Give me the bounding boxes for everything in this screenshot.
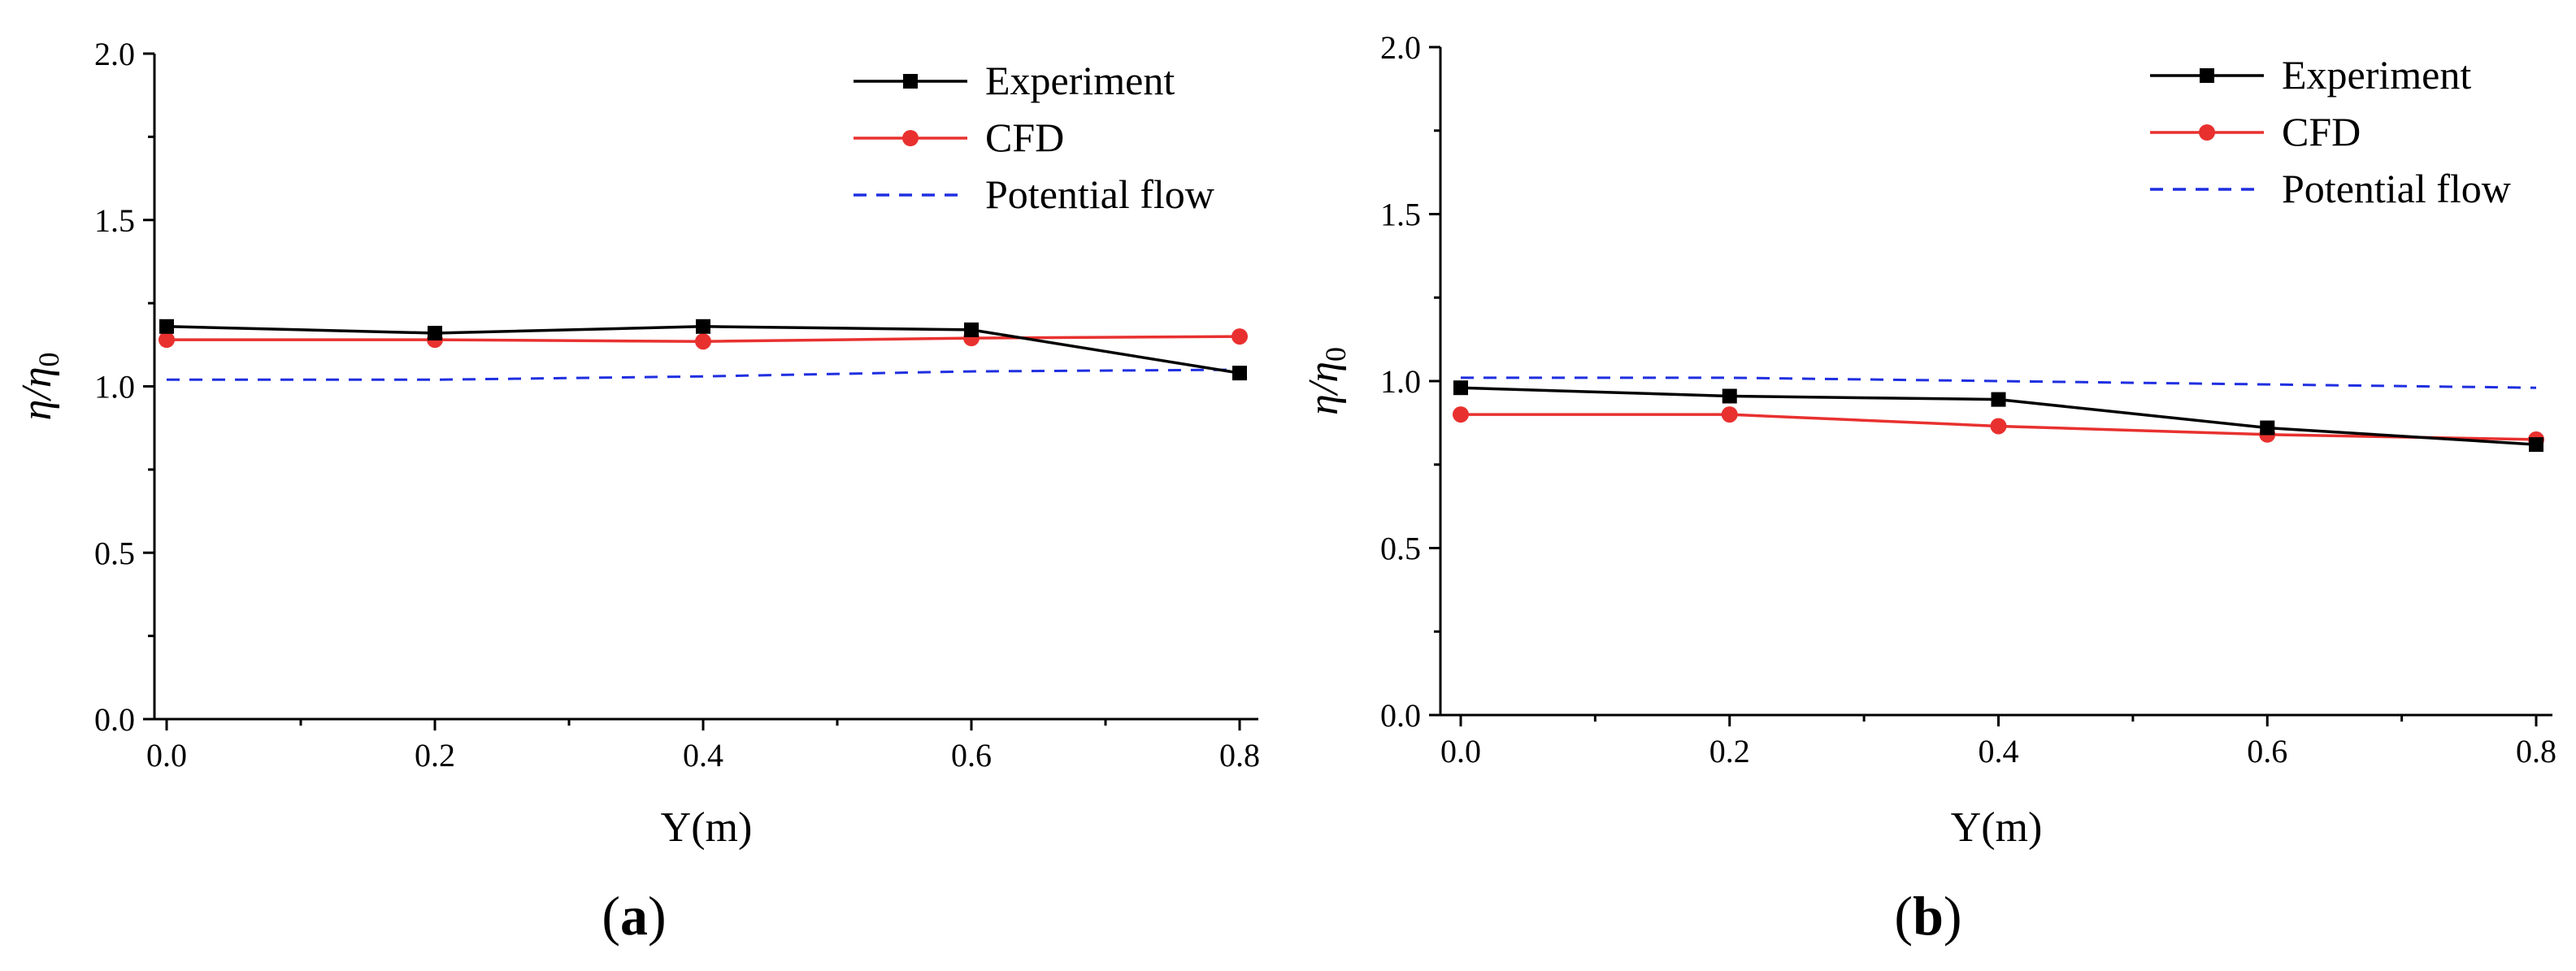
x-tick-label-a-1: 0.2 <box>415 737 455 774</box>
legend-marker-a-1 <box>902 130 919 146</box>
panel-label-a: (a) <box>602 885 666 947</box>
x-tick-label-a-4: 0.8 <box>1219 737 1260 774</box>
legend-label-b-1: CFD <box>2282 109 2361 154</box>
legend-item-a-1: CFD <box>854 115 1064 160</box>
x-tick-label-b-4: 0.8 <box>2516 733 2556 769</box>
legend-label-a-1: CFD <box>985 115 1064 160</box>
x-tick-label-a-3: 0.6 <box>951 737 992 774</box>
panel-label-b-letter: b <box>1913 885 1944 947</box>
series-line-b-potential-flow <box>1461 376 2537 389</box>
panel-label-b-close: ) <box>1944 885 1962 947</box>
data-point-b-cfd-1 <box>1721 406 1738 423</box>
y-axis-title-subscript-a: 0 <box>33 352 65 366</box>
y-axis-title-main-a: η/η <box>14 366 60 420</box>
legend-marker-a-0 <box>903 74 918 89</box>
data-point-a-experiment-2 <box>696 319 710 334</box>
legend-label-a-0: Experiment <box>985 58 1175 103</box>
legend-item-a-2: Potential flow <box>854 171 1214 217</box>
data-point-a-experiment-3 <box>964 322 979 337</box>
data-point-a-cfd-0 <box>159 332 175 349</box>
y-tick-label-a-0: 0.0 <box>94 701 135 738</box>
y-tick-label-b-2: 1.0 <box>1380 363 1421 400</box>
y-axis-title-a: η/η0 <box>14 352 65 420</box>
data-point-b-experiment-1 <box>1722 388 1737 404</box>
data-point-a-cfd-2 <box>695 333 711 350</box>
data-point-a-experiment-1 <box>428 325 442 340</box>
panel-label-a-open: ( <box>602 885 620 947</box>
y-tick-label-b-3: 1.5 <box>1380 197 1421 233</box>
y-axis-title-main-b: η/η <box>1301 362 1347 415</box>
y-tick-label-b-0: 0.0 <box>1380 697 1421 734</box>
x-axis-title-a: Y(m) <box>661 804 753 851</box>
y-tick-label-a-2: 1.0 <box>94 369 135 405</box>
legend-marker-b-0 <box>2200 68 2214 83</box>
data-point-a-experiment-0 <box>159 319 174 334</box>
x-tick-label-a-0: 0.0 <box>146 737 187 774</box>
series-line-a-potential-flow <box>167 368 1240 381</box>
y-axis-title-b: η/η0 <box>1301 347 1352 415</box>
chart-panel-a: 0.0 0.5 1.0 1.5 2.0 0.0 0.2 0.4 0.6 0.8 Y(m) η/η0 Ex… <box>14 36 1260 851</box>
y-tick-label-a-4: 2.0 <box>94 36 135 72</box>
data-point-a-experiment-4 <box>1232 366 1247 381</box>
y-tick-label-a-1: 0.5 <box>94 535 135 571</box>
panel-label-a-letter: a <box>620 885 648 947</box>
data-point-a-cfd-4 <box>1232 328 1248 345</box>
chart-panel-b: 0.0 0.5 1.0 1.5 2.0 0.0 0.2 0.4 0.6 0.8 Y(m) η/η0 Ex… <box>1301 29 2556 851</box>
data-point-b-cfd-0 <box>1453 406 1469 423</box>
legend-label-a-2: Potential flow <box>985 171 1214 217</box>
x-tick-label-b-1: 0.2 <box>1709 733 1750 769</box>
y-tick-label-b-1: 0.5 <box>1380 531 1421 567</box>
legend-item-b-2: Potential flow <box>2150 166 2511 211</box>
x-tick-label-b-3: 0.6 <box>2247 733 2287 769</box>
y-tick-label-b-4: 2.0 <box>1380 29 1421 66</box>
data-point-b-experiment-2 <box>1991 392 2006 407</box>
panel-label-b: (b) <box>1894 885 1961 947</box>
legend-label-b-2: Potential flow <box>2282 166 2511 211</box>
x-tick-label-a-2: 0.4 <box>683 737 723 774</box>
data-point-b-experiment-4 <box>2529 437 2543 453</box>
legend-marker-b-1 <box>2199 124 2215 141</box>
panel-label-a-close: ) <box>648 885 667 947</box>
y-axis-title-subscript-b: 0 <box>1319 347 1352 362</box>
x-tick-label-b-2: 0.4 <box>1979 733 2019 769</box>
data-point-b-experiment-3 <box>2260 420 2275 436</box>
legend-item-a-0: Experiment <box>854 58 1175 103</box>
legend-label-b-0: Experiment <box>2282 52 2471 98</box>
panel-label-b-open: ( <box>1894 885 1913 947</box>
legend-item-b-0: Experiment <box>2150 52 2471 98</box>
data-point-b-cfd-2 <box>1990 418 2007 435</box>
y-tick-label-a-3: 1.5 <box>94 202 135 239</box>
data-point-b-experiment-0 <box>1453 380 1468 396</box>
legend-item-b-1: CFD <box>2150 109 2361 154</box>
x-axis-title-b: Y(m) <box>1951 804 2043 851</box>
x-tick-label-b-0: 0.0 <box>1440 733 1481 769</box>
